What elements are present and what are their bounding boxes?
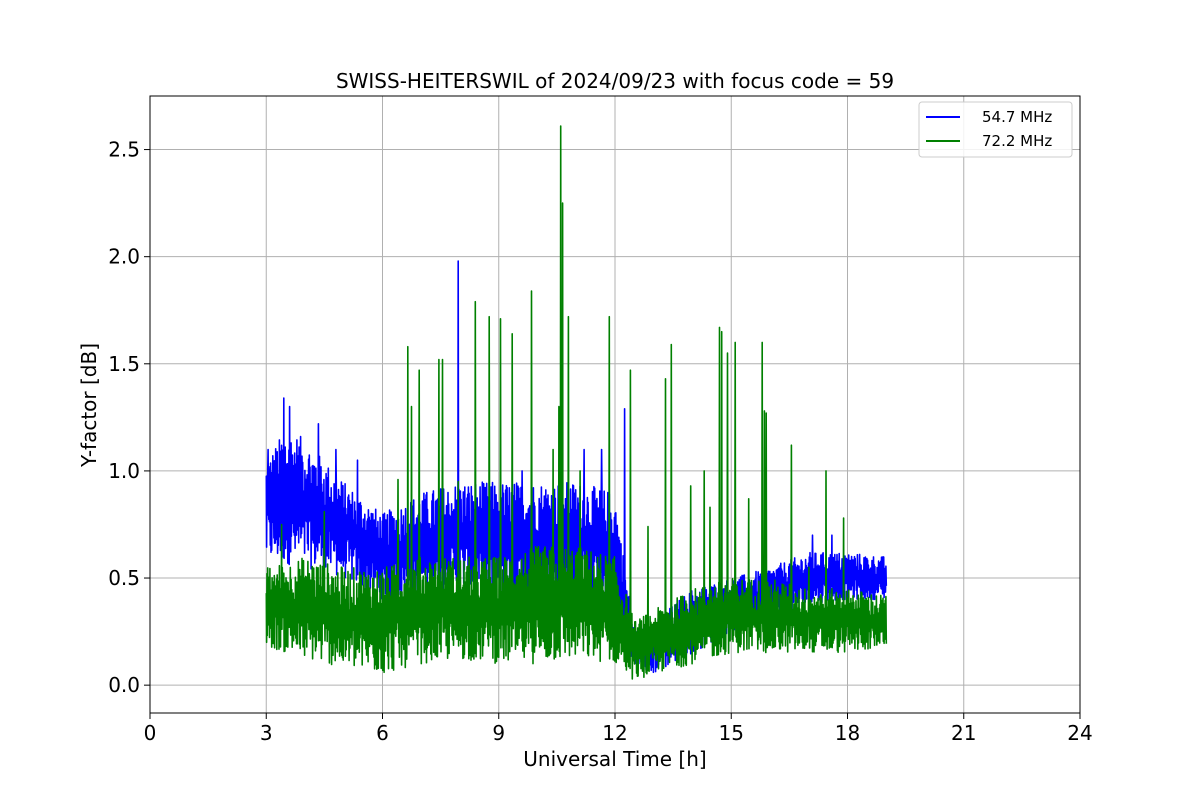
x-axis-label: Universal Time [h] — [523, 747, 706, 771]
legend-box — [918, 101, 1073, 158]
y-tick-label: 2.5 — [108, 138, 140, 162]
x-tick-label: 24 — [1067, 721, 1092, 745]
y-tick-label: 2.0 — [108, 245, 140, 269]
y-tick-label: 1.0 — [108, 459, 140, 483]
y-tick-label: 0.5 — [108, 566, 140, 590]
y-axis-label: Y-factor [dB] — [77, 343, 101, 468]
x-axis-ticks: 0 3 6 9 12 15 18 21 24 — [144, 713, 1093, 745]
series-line-72-2-mhz — [265, 125, 888, 680]
y-axis-ticks: 0.0 0.5 1.0 1.5 2.0 2.5 — [108, 138, 150, 697]
y-tick-label: 1.5 — [108, 352, 140, 376]
x-tick-label: 21 — [951, 721, 976, 745]
legend-label-72-2-mhz: 72.2 MHz — [982, 132, 1052, 150]
x-tick-label: 3 — [260, 721, 273, 745]
x-tick-label: 9 — [492, 721, 505, 745]
legend: 54.7 MHz 72.2 MHz — [918, 101, 1073, 158]
chart-title: SWISS-HEITERSWIL of 2024/09/23 with focu… — [336, 69, 894, 93]
x-tick-label: 18 — [835, 721, 860, 745]
x-tick-label: 15 — [719, 721, 744, 745]
x-tick-label: 12 — [602, 721, 627, 745]
x-tick-label: 6 — [376, 721, 389, 745]
y-tick-label: 0.0 — [108, 673, 140, 697]
legend-label-54-7-mhz: 54.7 MHz — [982, 108, 1052, 126]
plot-series — [265, 125, 888, 680]
series-line-54-7-mhz — [265, 260, 888, 674]
x-tick-label: 0 — [144, 721, 157, 745]
